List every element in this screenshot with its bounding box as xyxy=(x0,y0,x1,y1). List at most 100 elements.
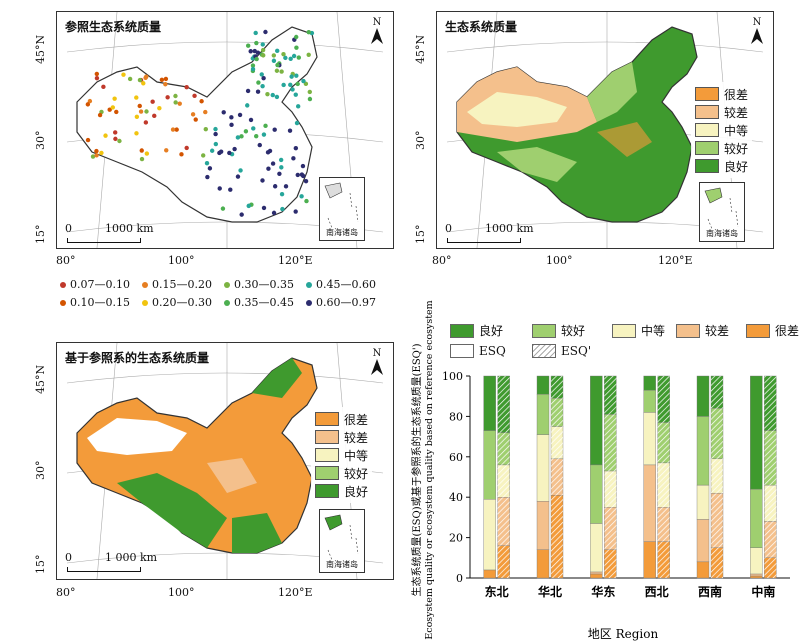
bar-segment-esq xyxy=(643,541,656,579)
chart-legend-item: ESQ xyxy=(450,344,506,358)
chart-legend-item: 较好 xyxy=(532,322,585,339)
chart-legend-swatch xyxy=(450,323,474,338)
sample-dot xyxy=(246,203,251,209)
bar-hatch xyxy=(604,549,617,578)
bar-hatch xyxy=(604,414,617,471)
sample-dot xyxy=(207,166,213,171)
sample-dot xyxy=(294,45,299,50)
bar-hatch xyxy=(764,430,777,486)
sample-dot xyxy=(90,154,96,159)
sample-dot xyxy=(266,166,271,171)
chart-legend-swatch xyxy=(532,323,556,338)
sample-dot xyxy=(99,150,104,156)
dot-legend-item: 0.15—0.20 xyxy=(142,278,212,291)
bar-segment-esq xyxy=(696,375,710,417)
dot-legend-item: 0.35—0.45 xyxy=(224,296,294,309)
sample-dot xyxy=(201,153,206,158)
sample-dot xyxy=(267,148,273,154)
sample-dot xyxy=(97,112,103,118)
bar-hatch xyxy=(657,422,670,463)
sample-dot xyxy=(114,109,119,115)
legend-swatch xyxy=(315,448,339,462)
map-based-canvas xyxy=(66,343,384,579)
sample-dot xyxy=(94,153,99,158)
legend-item: 中等 xyxy=(695,121,748,139)
dot-legend-label: 0.30—0.35 xyxy=(234,278,294,291)
sample-dot xyxy=(275,62,280,68)
sample-dot xyxy=(192,93,197,99)
sample-dot xyxy=(217,186,222,191)
sample-dot xyxy=(248,117,254,123)
legend-swatch xyxy=(695,87,719,101)
bar-hatch xyxy=(657,541,670,578)
legend-label: 较差 xyxy=(344,430,369,445)
bar-segment-esq xyxy=(750,547,763,575)
dot-legend-swatch xyxy=(142,281,148,288)
sample-dot xyxy=(270,92,275,98)
sample-dot xyxy=(248,49,253,54)
sample-dot xyxy=(239,212,244,217)
sample-dot xyxy=(134,95,139,100)
dot-legend-label: 0.35—0.45 xyxy=(234,296,294,309)
legend-label: 中等 xyxy=(724,123,749,138)
sample-dot xyxy=(177,101,182,106)
sample-dot xyxy=(295,104,301,109)
inset-canvas xyxy=(324,182,359,229)
sample-dot xyxy=(291,156,296,161)
legend-item: 中等 xyxy=(315,446,368,464)
sample-dot xyxy=(272,127,277,132)
sample-dot xyxy=(237,112,243,118)
bar-hatch xyxy=(551,376,563,399)
map-reference-canvas xyxy=(66,12,384,248)
sample-dot xyxy=(229,115,234,120)
sample-dot xyxy=(213,141,219,147)
legend-swatch xyxy=(315,484,339,498)
dot-legend-swatch xyxy=(306,281,312,288)
scale-line xyxy=(67,567,141,572)
lat-label-30-c: 30° xyxy=(34,460,47,481)
scale-label: 1000 km xyxy=(105,222,154,235)
sample-dot xyxy=(94,148,99,154)
chart-legend-label: ESQ xyxy=(479,344,506,358)
sample-dot xyxy=(261,75,266,81)
bar-hatch xyxy=(711,376,723,409)
chart-legend-swatch xyxy=(612,323,636,338)
scale-label: 1 000 km xyxy=(105,551,158,564)
map-title: 生态系统质量 xyxy=(445,20,518,34)
sample-dot xyxy=(184,145,189,151)
sample-dot xyxy=(271,53,277,58)
sample-dot xyxy=(261,132,267,137)
sample-dot xyxy=(159,77,165,82)
sample-dot xyxy=(143,75,148,80)
sample-dot xyxy=(296,55,302,60)
sample-dot xyxy=(250,63,256,68)
sample-dot xyxy=(184,84,189,90)
sample-dot xyxy=(179,152,184,157)
chart-legend-label: 中等 xyxy=(641,324,666,338)
regional-quality-chart: 良好 较好 中等 较差 很差 ESQ ESQ' 0 20 40 60 80 100 东北 华北 华东 西北 西南… xyxy=(408,292,800,644)
north-letter: N xyxy=(372,348,382,359)
sample-dot xyxy=(170,127,176,132)
lat-label-15-a: 15° xyxy=(34,224,47,245)
sample-dot xyxy=(193,117,198,122)
bar-segment-esq xyxy=(643,412,656,466)
dot-legend-item: 0.60—0.97 xyxy=(306,296,376,309)
sample-dot xyxy=(101,84,106,90)
sample-dot xyxy=(243,129,249,134)
legend-label: 中等 xyxy=(344,448,369,463)
bar-hatch xyxy=(604,376,617,415)
sample-dot xyxy=(139,156,145,162)
sample-dot xyxy=(173,100,178,105)
sample-dot xyxy=(121,72,126,77)
chart-legend-label: ESQ' xyxy=(561,344,592,358)
sample-dot xyxy=(300,163,306,169)
based-legend: 很差 较差 中等 较好 良好 xyxy=(311,407,373,503)
map-esq: 生态系统质量 N 很差 较差 中等 较好 良好 南海诸岛 0 1000 km xyxy=(436,11,774,249)
sample-dot xyxy=(288,56,293,61)
chart-legend-label: 较好 xyxy=(561,324,586,338)
legend-swatch xyxy=(695,159,719,173)
bar-hatch xyxy=(551,458,563,496)
sample-dot xyxy=(203,126,208,132)
sample-dot xyxy=(279,165,284,170)
legend-item: 良好 xyxy=(695,157,748,175)
